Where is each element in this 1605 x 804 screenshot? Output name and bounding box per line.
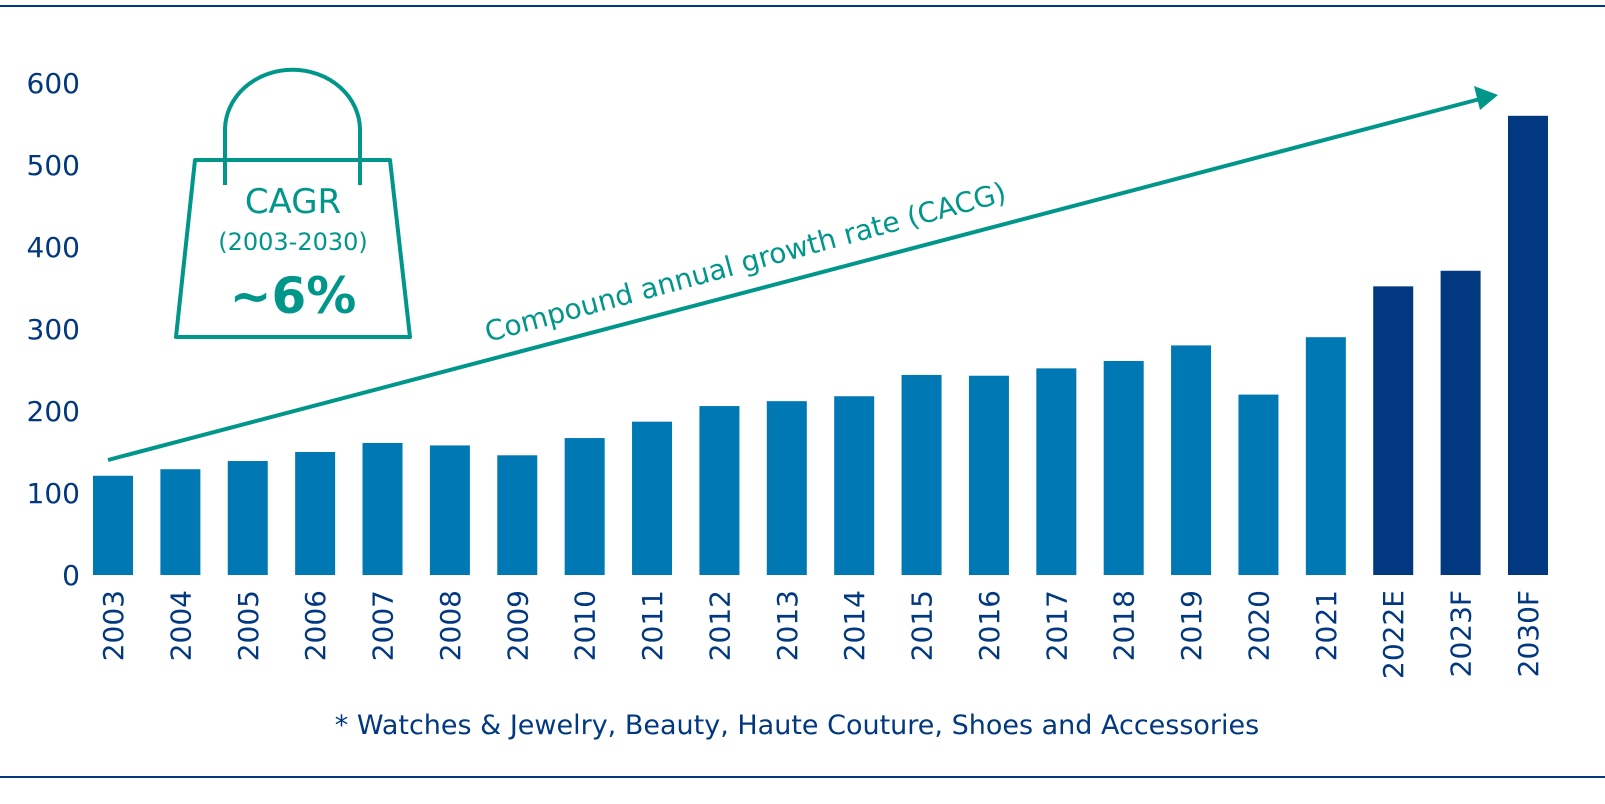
x-tick-label: 2008 <box>434 590 467 661</box>
bar-2017 <box>1036 368 1077 575</box>
y-tick-label: 400 <box>27 231 80 264</box>
bar-2021 <box>1305 337 1346 575</box>
x-tick-label: 2011 <box>636 590 669 661</box>
bar-2023F <box>1440 270 1481 575</box>
x-tick-label: 2003 <box>97 590 130 661</box>
growth-arrow <box>107 86 1498 462</box>
x-tick-label: 2030F <box>1512 590 1545 677</box>
x-tick-label: 2013 <box>771 590 804 661</box>
bars <box>93 115 1548 576</box>
x-tick-label: 2006 <box>299 590 332 661</box>
x-tick-label: 2018 <box>1108 590 1141 661</box>
bar-2019 <box>1171 345 1212 575</box>
x-tick-label: 2012 <box>703 590 736 661</box>
bar-2008 <box>429 445 470 575</box>
badge-value: ~6% <box>230 267 357 325</box>
x-tick-label: 2019 <box>1175 590 1208 661</box>
y-tick-label: 500 <box>27 149 80 182</box>
x-tick-label: 2021 <box>1310 590 1343 661</box>
bar-2009 <box>497 455 538 575</box>
bar-2015 <box>901 374 942 575</box>
y-tick-label: 200 <box>27 395 80 428</box>
bar-2007 <box>362 442 403 575</box>
bar-2010 <box>564 438 605 575</box>
y-tick-label: 0 <box>62 559 80 592</box>
x-tick-label: 2005 <box>232 590 265 661</box>
bar-2030F <box>1507 115 1548 576</box>
x-tick-label: 2022E <box>1377 590 1410 679</box>
y-tick-label: 600 <box>27 67 80 100</box>
x-tick-label: 2023F <box>1445 590 1478 677</box>
shopping-bag-icon <box>174 67 412 339</box>
y-tick-label: 100 <box>27 477 80 510</box>
bar-2022E <box>1373 286 1414 575</box>
bar-2012 <box>699 406 740 575</box>
bar-2016 <box>968 375 1009 575</box>
x-tick-label: 2014 <box>838 590 871 661</box>
bar-2013 <box>766 401 807 575</box>
bar-2005 <box>227 461 268 575</box>
bar-2014 <box>834 396 875 575</box>
arrow-label: Compound annual growth rate (CACG) <box>481 176 1009 349</box>
x-tick-label: 2007 <box>367 590 400 661</box>
x-tick-label: 2004 <box>164 590 197 661</box>
bar-2018 <box>1103 360 1144 575</box>
x-axis: 2003 2004 2005 2006 2007 2008 2009 2010 2011 2012… <box>97 590 1545 679</box>
x-tick-label: 2016 <box>973 590 1006 661</box>
y-axis: 0 100 200 300 400 500 600 <box>27 67 80 592</box>
bar-2020 <box>1238 394 1279 575</box>
x-tick-label: 2009 <box>501 590 534 661</box>
bar-2006 <box>295 452 336 575</box>
bar-2004 <box>160 469 201 575</box>
x-tick-label: 2020 <box>1242 590 1275 661</box>
badge-period: (2003-2030) <box>218 228 368 256</box>
y-tick-label: 300 <box>27 313 80 346</box>
bar-2011 <box>632 421 673 575</box>
footnote: * Watches & Jewelry, Beauty, Haute Coutu… <box>335 710 1259 741</box>
x-tick-label: 2017 <box>1040 590 1073 661</box>
x-tick-label: 2010 <box>569 590 602 661</box>
bar-2003 <box>93 475 133 575</box>
x-tick-label: 2015 <box>906 590 939 661</box>
badge-title: CAGR <box>245 182 341 222</box>
